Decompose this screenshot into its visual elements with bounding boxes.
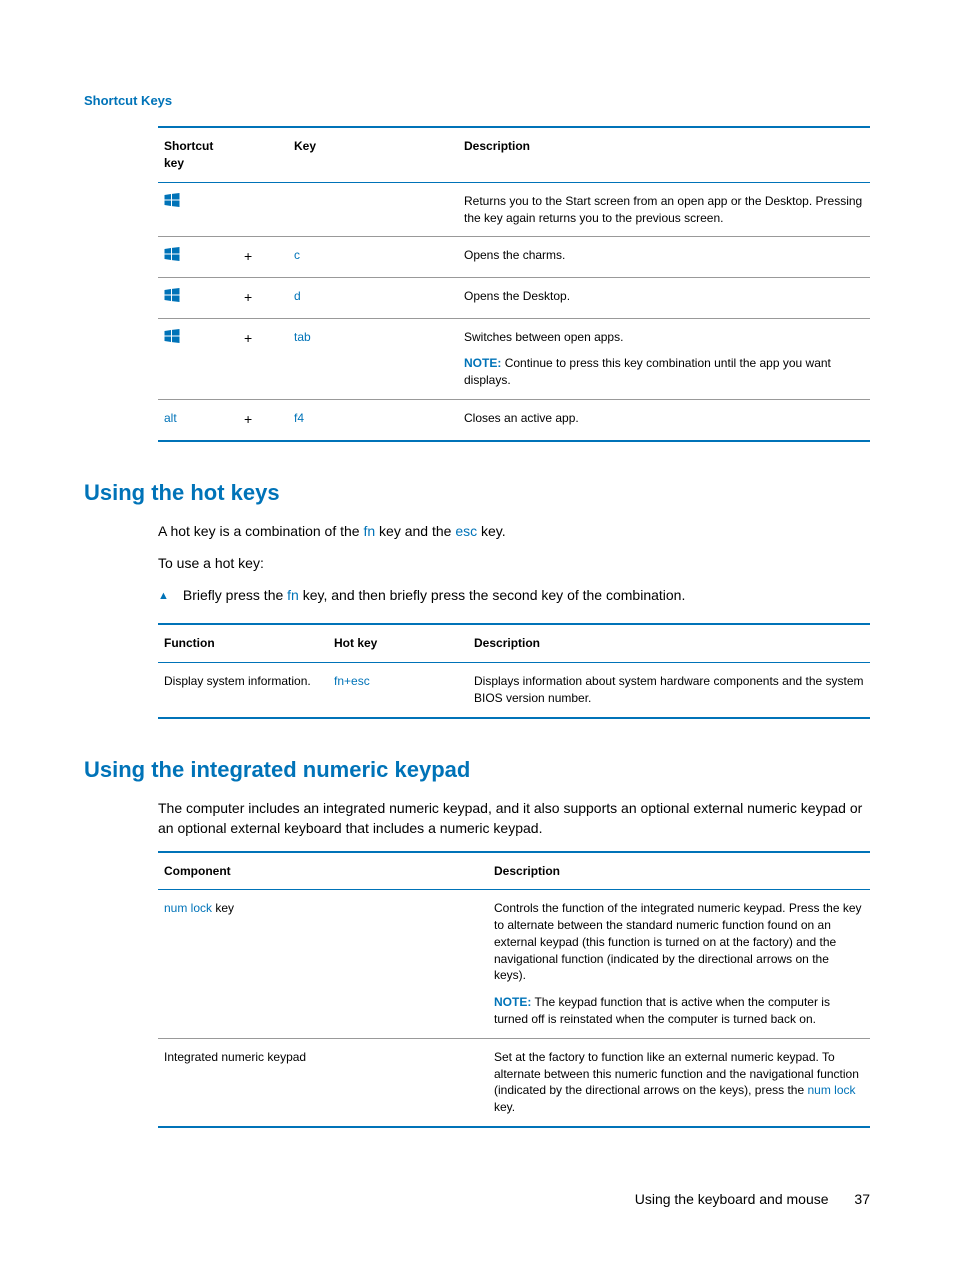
windows-icon xyxy=(164,288,180,302)
key-cell: d xyxy=(294,289,301,303)
note-block: NOTE: The keypad function that is active… xyxy=(494,994,864,1028)
step-text: Briefly press the fn key, and then brief… xyxy=(183,586,870,606)
shortcut-keys-title: Shortcut Keys xyxy=(84,92,870,110)
table-header-row: Shortcut key Key Description xyxy=(158,127,870,182)
desc-cell: Switches between open apps. NOTE: Contin… xyxy=(458,318,870,399)
windows-icon xyxy=(164,329,180,343)
numeric-keypad-table: Component Description num lock key Contr… xyxy=(158,851,870,1129)
desc-cell: Returns you to the Start screen from an … xyxy=(458,182,870,237)
col-key: Key xyxy=(288,127,458,182)
numeric-keypad-heading: Using the integrated numeric keypad xyxy=(84,755,870,786)
table-header-row: Component Description xyxy=(158,852,870,890)
numeric-keypad-intro: The computer includes an integrated nume… xyxy=(158,799,870,838)
table-row: + tab Switches between open apps. NOTE: … xyxy=(158,318,870,399)
page-number: 37 xyxy=(854,1191,870,1207)
desc-cell: Opens the charms. xyxy=(458,237,870,278)
numlock-key: num lock xyxy=(164,901,212,915)
table-row: alt + f4 Closes an active app. xyxy=(158,399,870,440)
col-description: Description xyxy=(468,624,870,662)
col-hotkey: Hot key xyxy=(328,624,468,662)
fn-key: fn xyxy=(363,523,375,539)
shortcut-keys-table: Shortcut key Key Description Returns you… xyxy=(158,126,870,441)
table-header-row: Function Hot key Description xyxy=(158,624,870,662)
col-shortcut-key: Shortcut key xyxy=(158,127,238,182)
desc-cell: Displays information about system hardwa… xyxy=(468,662,870,717)
table-row: Display system information. fn+esc Displ… xyxy=(158,662,870,717)
hot-keys-use-line: To use a hot key: xyxy=(158,554,870,574)
plus-sign: + xyxy=(244,330,252,346)
note-label: NOTE: xyxy=(464,356,501,370)
numlock-key: num lock xyxy=(808,1083,856,1097)
windows-icon xyxy=(164,247,180,261)
bullet-triangle-icon: ▲ xyxy=(158,589,169,606)
hotkey-cell: fn+esc xyxy=(328,662,468,717)
table-row: + d Opens the Desktop. xyxy=(158,277,870,318)
col-function: Function xyxy=(158,624,328,662)
table-row: Integrated numeric keypad Set at the fac… xyxy=(158,1038,870,1127)
note-text: Continue to press this key combination u… xyxy=(464,356,831,387)
hot-keys-intro: A hot key is a combination of the fn key… xyxy=(158,522,870,542)
note-block: NOTE: Continue to press this key combina… xyxy=(464,355,864,389)
component-cell: num lock key xyxy=(158,890,488,1039)
desc-cell: Controls the function of the integrated … xyxy=(488,890,870,1039)
note-label: NOTE: xyxy=(494,995,531,1009)
key-cell: tab xyxy=(294,330,311,344)
hot-keys-table: Function Hot key Description Display sys… xyxy=(158,623,870,718)
component-cell: Integrated numeric keypad xyxy=(158,1038,488,1127)
alt-key: alt xyxy=(164,411,177,425)
desc-text: Switches between open apps. xyxy=(464,329,864,346)
key-cell: c xyxy=(294,248,300,262)
plus-sign: + xyxy=(244,248,252,264)
note-text: The keypad function that is active when … xyxy=(494,995,830,1026)
col-blank xyxy=(238,127,288,182)
fn-key: fn xyxy=(287,587,299,603)
esc-key: esc xyxy=(455,523,477,539)
desc-cell: Closes an active app. xyxy=(458,399,870,440)
table-row: + c Opens the charms. xyxy=(158,237,870,278)
page-footer: Using the keyboard and mouse 37 xyxy=(635,1190,870,1210)
col-component: Component xyxy=(158,852,488,890)
key-cell: f4 xyxy=(294,411,304,425)
desc-cell: Set at the factory to function like an e… xyxy=(488,1038,870,1127)
desc-cell: Opens the Desktop. xyxy=(458,277,870,318)
col-description: Description xyxy=(488,852,870,890)
hot-keys-heading: Using the hot keys xyxy=(84,478,870,509)
col-description: Description xyxy=(458,127,870,182)
table-row: num lock key Controls the function of th… xyxy=(158,890,870,1039)
windows-icon xyxy=(164,193,180,207)
func-cell: Display system information. xyxy=(158,662,328,717)
desc-text: Controls the function of the integrated … xyxy=(494,900,864,984)
table-row: Returns you to the Start screen from an … xyxy=(158,182,870,237)
footer-text: Using the keyboard and mouse xyxy=(635,1191,829,1207)
step-row: ▲ Briefly press the fn key, and then bri… xyxy=(158,586,870,606)
plus-sign: + xyxy=(244,411,252,427)
plus-sign: + xyxy=(244,289,252,305)
